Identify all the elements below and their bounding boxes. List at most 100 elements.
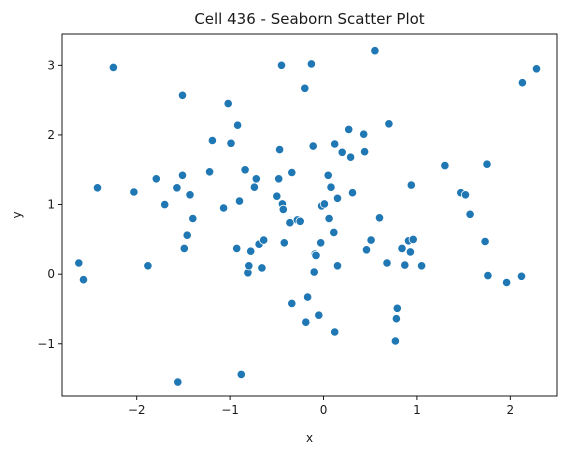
data-point	[274, 174, 284, 184]
data-point	[233, 120, 243, 130]
data-point	[405, 247, 415, 257]
data-point	[279, 238, 289, 248]
data-point	[177, 170, 188, 180]
data-point	[359, 147, 370, 157]
data-point	[219, 203, 229, 213]
data-point	[188, 213, 198, 224]
data-point	[391, 314, 401, 324]
x-axis-label: x	[306, 431, 313, 445]
data-point	[295, 216, 305, 226]
data-point	[370, 46, 380, 56]
data-point	[272, 191, 282, 201]
data-point	[359, 129, 369, 139]
data-point	[274, 145, 285, 155]
data-point	[366, 235, 376, 245]
data-point	[337, 147, 347, 157]
data-point	[345, 152, 356, 162]
data-point	[287, 298, 297, 308]
chart-title: Cell 436 - Seaborn Scatter Plot	[194, 10, 424, 28]
data-point	[309, 267, 319, 277]
data-point	[108, 62, 119, 73]
data-point	[129, 187, 139, 197]
data-point	[151, 174, 161, 184]
data-point	[232, 243, 242, 253]
data-point	[244, 261, 254, 271]
data-point	[460, 190, 471, 200]
data-point	[374, 213, 385, 223]
data-point	[92, 183, 103, 193]
data-point	[332, 193, 343, 203]
data-point	[236, 369, 246, 379]
data-point	[257, 263, 267, 273]
data-point	[259, 235, 269, 245]
data-point	[332, 261, 343, 271]
data-point	[301, 317, 311, 327]
data-point	[234, 196, 245, 206]
x-tick-label: 1	[413, 403, 421, 417]
data-point	[516, 271, 527, 281]
data-point	[278, 204, 288, 214]
x-tick-label: 2	[506, 403, 514, 417]
data-point	[330, 139, 340, 149]
data-point	[311, 250, 321, 260]
x-tick-label: −2	[128, 403, 146, 417]
y-axis-label: y	[10, 211, 24, 218]
data-point	[531, 64, 542, 74]
data-point	[172, 183, 182, 193]
data-point	[384, 119, 394, 129]
data-point	[480, 236, 490, 247]
data-point	[143, 261, 153, 271]
data-point	[330, 327, 340, 337]
data-point	[392, 303, 402, 313]
x-tick-label: −1	[221, 403, 239, 417]
data-point	[440, 161, 450, 171]
data-point	[207, 135, 217, 146]
data-point	[177, 90, 188, 100]
data-point	[382, 258, 392, 268]
data-point	[276, 60, 287, 70]
data-point	[246, 246, 256, 256]
data-point	[300, 83, 310, 93]
data-point	[347, 188, 358, 198]
data-point	[308, 141, 318, 151]
data-point	[323, 170, 333, 180]
points-layer	[74, 46, 542, 387]
data-point	[302, 292, 313, 302]
data-point	[185, 190, 195, 200]
y-tick-label: 2	[47, 128, 55, 142]
data-point	[226, 138, 236, 148]
data-point	[326, 182, 336, 192]
y-tick-label: 3	[47, 58, 55, 72]
data-point	[319, 199, 329, 209]
data-point	[416, 261, 427, 271]
data-point	[160, 200, 170, 210]
data-point	[324, 213, 334, 224]
data-point	[74, 258, 84, 268]
data-point	[390, 336, 400, 346]
data-point	[344, 124, 354, 134]
data-point	[173, 377, 183, 387]
y-tick-label: 1	[47, 198, 55, 212]
data-point	[329, 227, 339, 237]
data-point	[400, 260, 410, 270]
x-tick-label: 0	[320, 403, 328, 417]
data-point	[397, 243, 407, 253]
data-point	[306, 59, 316, 69]
data-point	[482, 159, 492, 169]
x-ticks: −2 −1 0 1 2	[128, 396, 514, 417]
y-ticks: −1 0 1 2 3	[37, 58, 62, 351]
data-point	[501, 277, 512, 288]
data-point	[361, 245, 372, 255]
data-point	[223, 99, 233, 109]
data-point	[240, 165, 250, 175]
data-point	[249, 182, 259, 192]
data-point	[517, 78, 528, 88]
data-point	[251, 174, 261, 184]
data-point	[205, 167, 215, 177]
y-tick-label: 0	[47, 267, 55, 281]
data-point	[287, 167, 297, 178]
data-point	[316, 238, 326, 248]
data-point	[408, 234, 418, 244]
